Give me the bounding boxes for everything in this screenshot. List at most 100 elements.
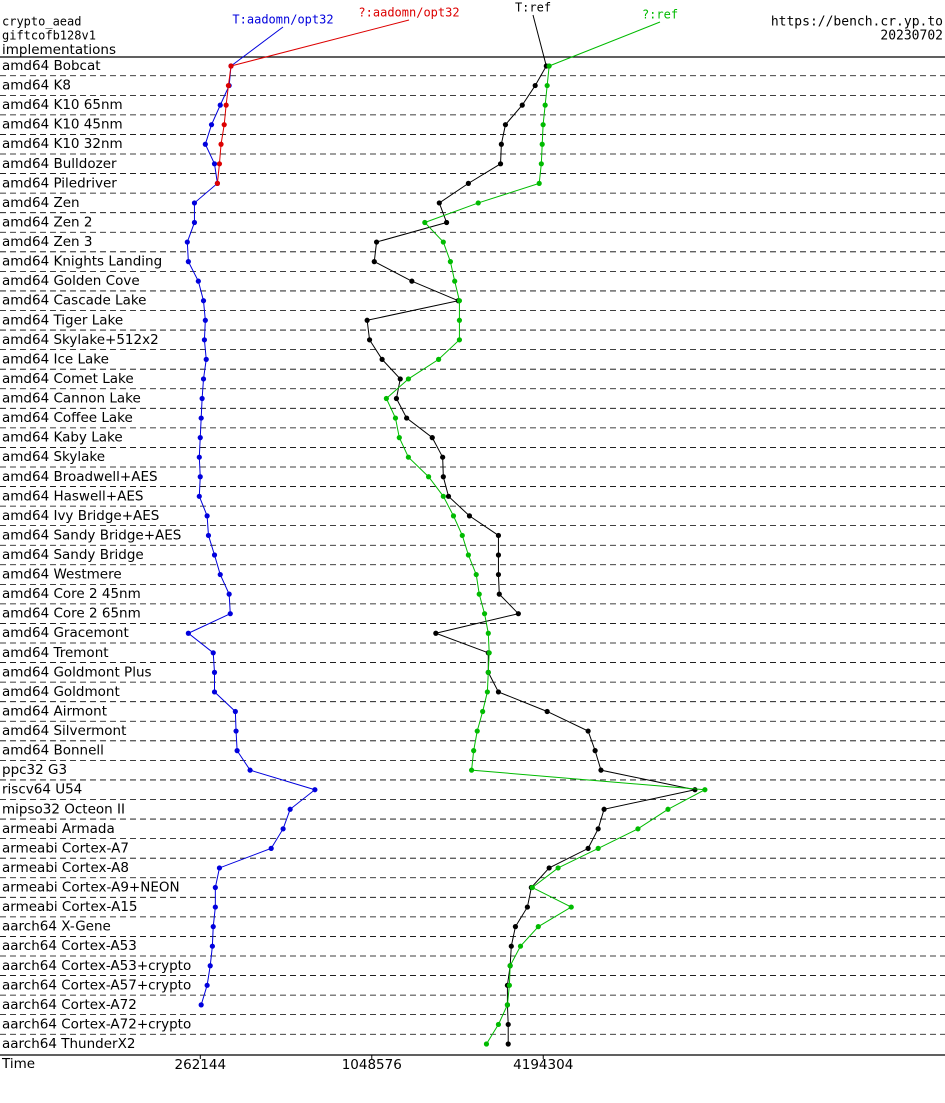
data-point — [456, 317, 463, 323]
data-point — [196, 493, 202, 499]
data-point — [373, 239, 380, 245]
data-point — [535, 924, 541, 930]
data-point — [468, 767, 475, 773]
data-point — [211, 552, 218, 558]
data-point — [217, 102, 223, 108]
data-point — [474, 728, 480, 734]
data-point — [405, 376, 412, 382]
data-point — [226, 591, 232, 597]
row-label: amd64 Goldmont Plus — [2, 664, 152, 680]
legend-label: ?:ref — [642, 8, 678, 22]
data-point — [555, 865, 561, 871]
data-point — [473, 571, 479, 578]
data-point — [409, 278, 415, 284]
data-point — [452, 278, 458, 284]
data-point — [216, 865, 223, 871]
row-label: amd64 Skylake — [2, 449, 105, 465]
row-label: amd64 K10 45nm — [2, 117, 123, 133]
data-point — [440, 474, 446, 480]
row-label: amd64 Zen — [2, 195, 80, 211]
data-point — [471, 748, 477, 754]
legend-label: T:ref — [515, 1, 551, 15]
data-point — [204, 513, 210, 519]
data-point — [232, 708, 238, 715]
row-label: amd64 Bobcat — [2, 58, 101, 74]
data-point — [207, 963, 213, 969]
data-point — [429, 435, 435, 441]
data-point — [185, 630, 191, 636]
row-label: amd64 Sandy Bridge+AES — [2, 527, 181, 543]
row-label: amd64 Ivy Bridge+AES — [2, 508, 159, 524]
data-point — [211, 669, 218, 675]
data-point — [422, 219, 428, 226]
data-point — [544, 82, 550, 89]
data-point — [498, 141, 504, 147]
data-point — [595, 826, 601, 832]
data-point — [483, 1041, 490, 1047]
row-label: amd64 Cascade Lake — [2, 293, 147, 309]
row-label: amd64 Tremont — [2, 645, 109, 661]
data-point — [456, 298, 463, 304]
data-point — [191, 219, 198, 226]
row-label: aarch64 Cortex-A57+crypto — [2, 977, 191, 993]
data-point — [198, 415, 204, 421]
data-point — [364, 317, 370, 323]
data-point — [519, 102, 525, 108]
data-point — [542, 102, 548, 108]
row-label: amd64 Skylake+512x2 — [2, 332, 159, 348]
data-point — [211, 689, 218, 695]
row-label: amd64 Kaby Lake — [2, 430, 123, 446]
row-label: aarch64 Cortex-A53 — [2, 938, 137, 954]
row-label: amd64 Goldmont — [2, 684, 120, 700]
data-point — [228, 63, 234, 69]
data-point — [196, 454, 202, 460]
data-point — [540, 122, 546, 128]
data-point — [199, 395, 205, 402]
data-point — [502, 122, 509, 128]
data-point — [211, 161, 218, 167]
data-point — [450, 513, 457, 519]
data-point — [592, 748, 598, 754]
data-point — [225, 82, 232, 89]
row-label: amd64 Piledriver — [2, 175, 117, 191]
data-point — [202, 317, 208, 323]
data-point — [546, 865, 552, 871]
data-point — [585, 845, 591, 852]
row-label: amd64 Tiger Lake — [2, 312, 123, 328]
x-axis-label: Time — [1, 1056, 35, 1072]
row-label: amd64 Core 2 45nm — [2, 586, 141, 602]
legend-leader — [548, 21, 661, 67]
data-point — [396, 435, 402, 441]
data-point — [280, 826, 286, 832]
row-label: amd64 Coffee Lake — [2, 410, 133, 426]
data-point — [233, 728, 239, 734]
legend-leader — [230, 19, 410, 67]
data-point — [197, 474, 203, 480]
data-point — [397, 376, 403, 382]
data-point — [205, 532, 212, 539]
data-point — [702, 787, 708, 793]
data-point — [247, 767, 253, 773]
data-point — [195, 278, 201, 284]
data-point — [200, 298, 207, 304]
row-label: amd64 Cannon Lake — [2, 391, 141, 407]
data-point — [495, 689, 502, 695]
data-point — [203, 356, 209, 362]
data-point — [496, 591, 502, 597]
row-label: amd64 Bulldozer — [2, 156, 117, 172]
data-point — [466, 513, 473, 519]
row-label: armeabi Cortex-A9+NEON — [2, 880, 180, 896]
data-point — [465, 552, 471, 558]
data-point — [210, 924, 216, 930]
row-label: amd64 Knights Landing — [2, 254, 162, 270]
chart-title: crypto_aead — [2, 15, 81, 29]
legend-label: ?:aadomn/opt32 — [358, 6, 459, 20]
data-point — [497, 161, 504, 167]
row-label: amd64 Silvermont — [2, 723, 126, 739]
row-label: ppc32 G3 — [2, 762, 67, 778]
data-point — [507, 963, 513, 969]
data-point — [198, 1002, 204, 1008]
data-point — [476, 591, 482, 597]
data-point — [227, 611, 233, 617]
